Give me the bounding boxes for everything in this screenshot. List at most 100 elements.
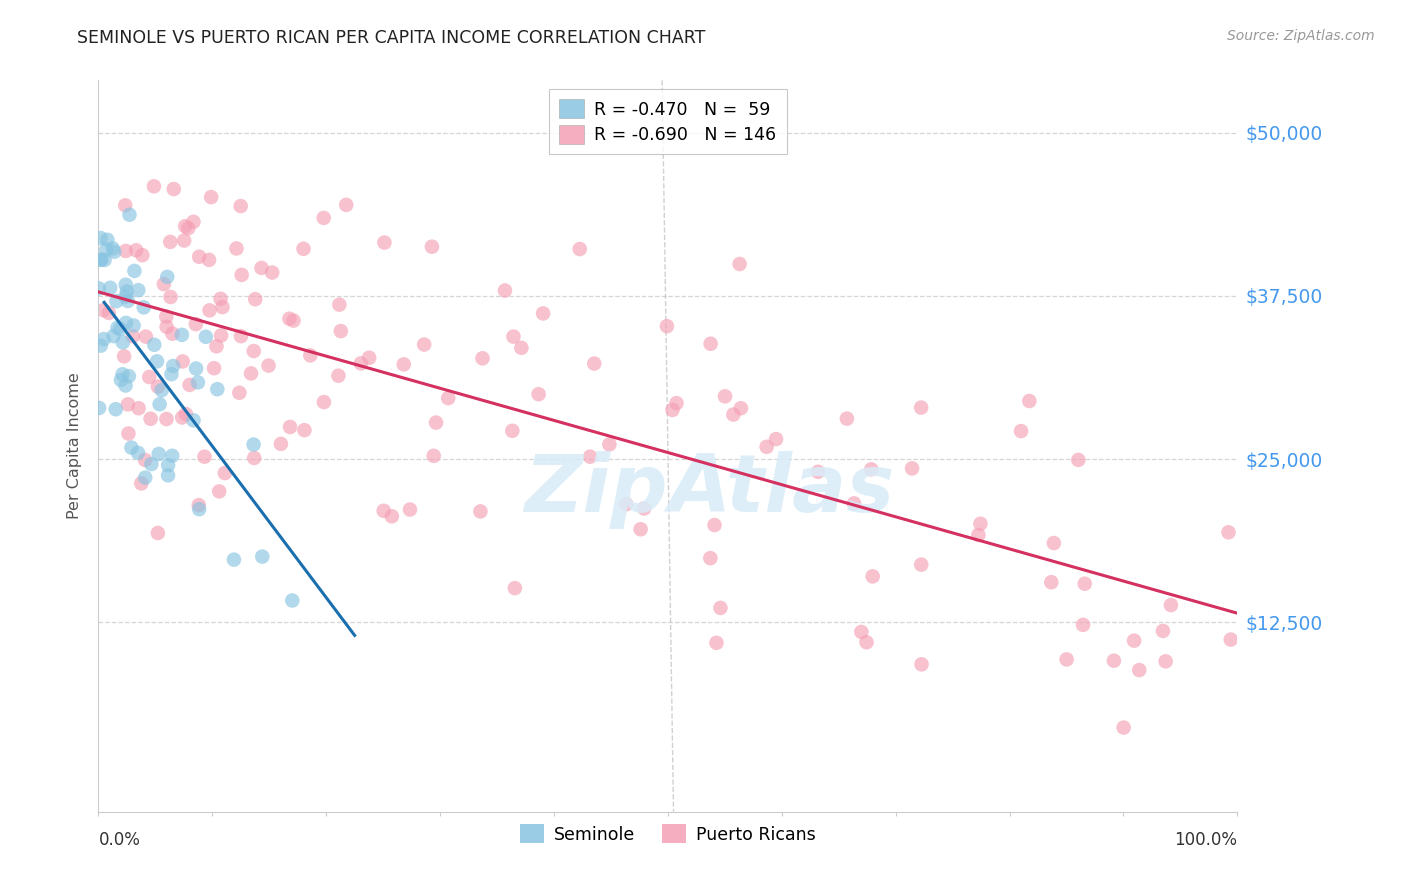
Point [156,319,179,334]
Point [655,319,678,334]
Point [661,403,683,417]
Point [1056,652,1078,666]
Point [93,303,115,318]
Point [1043,536,1066,550]
Point [209,292,232,306]
Point [177,221,200,235]
Text: Atlas: Atlas [668,450,894,529]
Point [312,211,335,225]
Point [87,281,110,295]
Point [103,244,125,259]
Point [214,466,236,480]
Point [381,509,404,524]
Point [527,387,550,401]
Point [470,504,492,518]
Point [159,235,181,249]
Point [229,199,252,213]
Point [630,522,652,536]
Point [184,317,207,331]
Point [471,351,494,366]
Point [329,324,352,338]
Point [188,502,211,516]
Point [755,440,778,454]
Point [328,298,350,312]
Point [134,470,156,484]
Point [134,453,156,467]
Point [262,266,284,280]
Point [969,516,991,531]
Point [125,244,148,258]
Point [198,303,221,318]
Point [250,260,273,275]
Point [278,420,301,434]
Point [242,437,264,451]
Point [187,376,209,390]
Point [862,569,884,583]
Point [855,635,877,649]
Point [1040,575,1063,590]
Point [87,401,110,415]
Point [146,526,169,541]
Point [115,285,138,299]
Point [183,413,205,427]
Point [1018,394,1040,409]
Point [143,338,166,352]
Point [183,215,205,229]
Point [97,306,120,320]
Point [425,416,447,430]
Point [665,396,688,410]
Point [723,408,745,422]
Point [131,248,153,262]
Point [531,306,554,320]
Point [765,432,787,446]
Point [155,412,177,426]
Point [502,329,524,343]
Point [494,284,516,298]
Point [312,395,335,409]
Point [103,329,125,343]
Point [413,337,436,351]
Point [114,277,136,292]
Text: 100.0%: 100.0% [1174,831,1237,849]
Point [709,601,731,615]
Point [115,316,138,330]
Point [910,657,932,672]
Point [1152,624,1174,638]
Point [243,450,266,465]
Point [503,581,526,595]
Point [110,373,132,387]
Point [281,593,304,607]
Point [174,219,197,234]
Point [118,208,141,222]
Point [117,397,139,411]
Point [202,361,225,376]
Point [138,370,160,384]
Point [207,382,229,396]
Point [162,326,184,341]
Point [93,332,115,346]
Point [807,465,830,479]
Point [131,476,153,491]
Point [155,310,177,324]
Point [501,424,523,438]
Point [160,449,183,463]
Point [335,198,357,212]
Point [142,179,165,194]
Point [1112,721,1135,735]
Point [146,354,169,368]
Text: 0.0%: 0.0% [98,831,141,849]
Point [1010,424,1032,438]
Point [121,329,143,343]
Point [568,242,591,256]
Point [614,497,637,511]
Point [270,437,292,451]
Point [728,257,751,271]
Point [1123,633,1146,648]
Point [111,368,134,382]
Point [148,447,170,461]
Point [422,449,444,463]
Point [172,354,194,368]
Point [90,231,112,245]
Point [114,378,136,392]
Point [399,502,422,516]
